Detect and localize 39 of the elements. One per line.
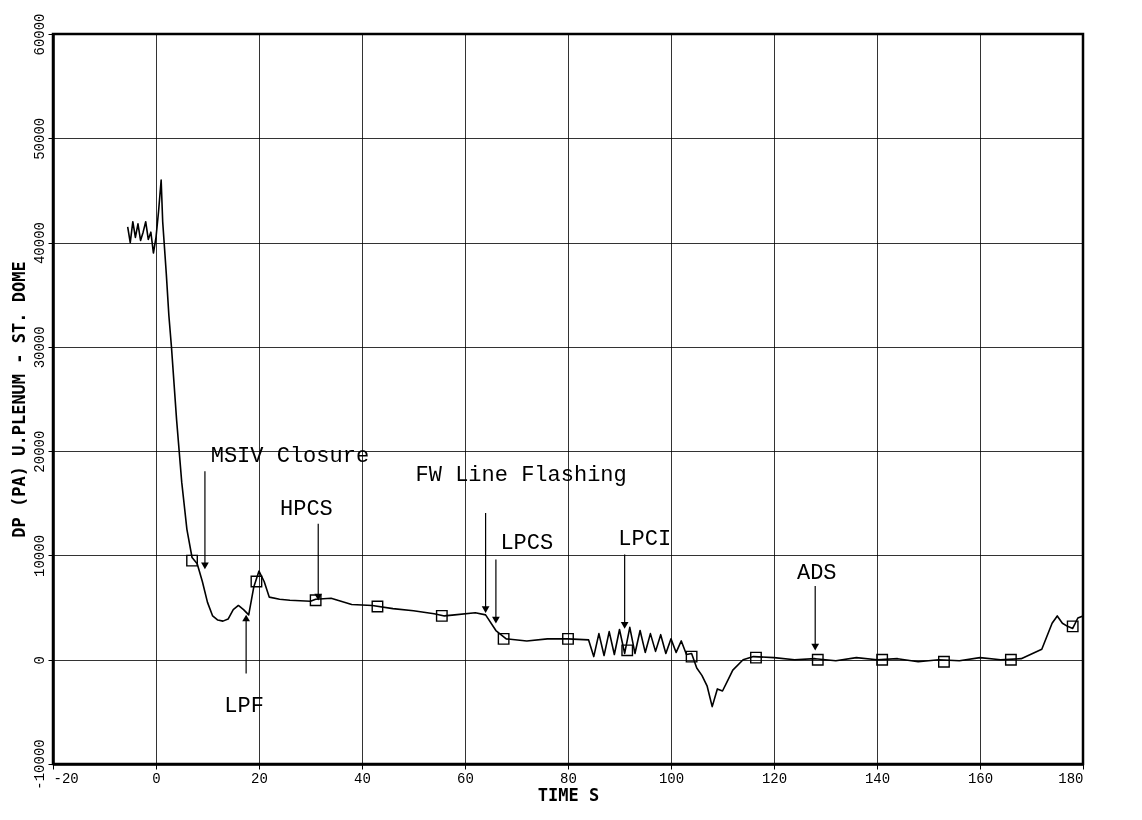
point xyxy=(1066,620,1079,633)
x-tick-label: 120 xyxy=(761,770,788,787)
y-axis-title: DP (PA) U.PLENUM - ST. DOME xyxy=(8,261,29,538)
annotation: LPCS xyxy=(500,531,554,557)
x-tick-label: 60 xyxy=(457,770,474,787)
x-tick-label: 100 xyxy=(658,770,685,787)
y-tick-label: 20000 xyxy=(31,430,48,473)
y-tick-label: 40000 xyxy=(31,222,48,265)
annotation: ADS xyxy=(796,561,837,587)
x-tick-label: 160 xyxy=(967,770,994,787)
x-tick-label: 180 xyxy=(1058,770,1084,787)
point xyxy=(876,653,889,666)
point xyxy=(938,655,950,668)
annotation: LPCI xyxy=(618,526,672,552)
point xyxy=(250,575,263,588)
x-axis-title: TIME S xyxy=(537,784,600,805)
x-tick-label: 140 xyxy=(864,770,891,787)
point xyxy=(371,600,384,613)
point xyxy=(497,632,510,645)
point xyxy=(811,653,824,666)
y-tick-label: 10000 xyxy=(31,534,48,577)
y-tick-label: 60000 xyxy=(31,13,48,56)
x-tick-label: 80 xyxy=(560,770,577,787)
y-tick-label: 50000 xyxy=(31,117,48,160)
point xyxy=(750,651,762,664)
point xyxy=(1004,653,1017,666)
y-tick-label: -10000 xyxy=(31,739,48,790)
y-tick-label: 30000 xyxy=(31,326,48,369)
y-tick-label: 0 xyxy=(31,656,48,665)
x-tick-label: -20 xyxy=(53,770,79,787)
annotation: HPCS xyxy=(279,496,333,522)
point xyxy=(186,554,198,567)
point xyxy=(562,632,574,645)
x-tick-label: 20 xyxy=(251,770,268,787)
point xyxy=(685,650,698,663)
point xyxy=(435,609,448,622)
x-tick-label: 0 xyxy=(152,770,161,787)
x-tick-label: 40 xyxy=(354,770,371,787)
point xyxy=(621,644,634,657)
